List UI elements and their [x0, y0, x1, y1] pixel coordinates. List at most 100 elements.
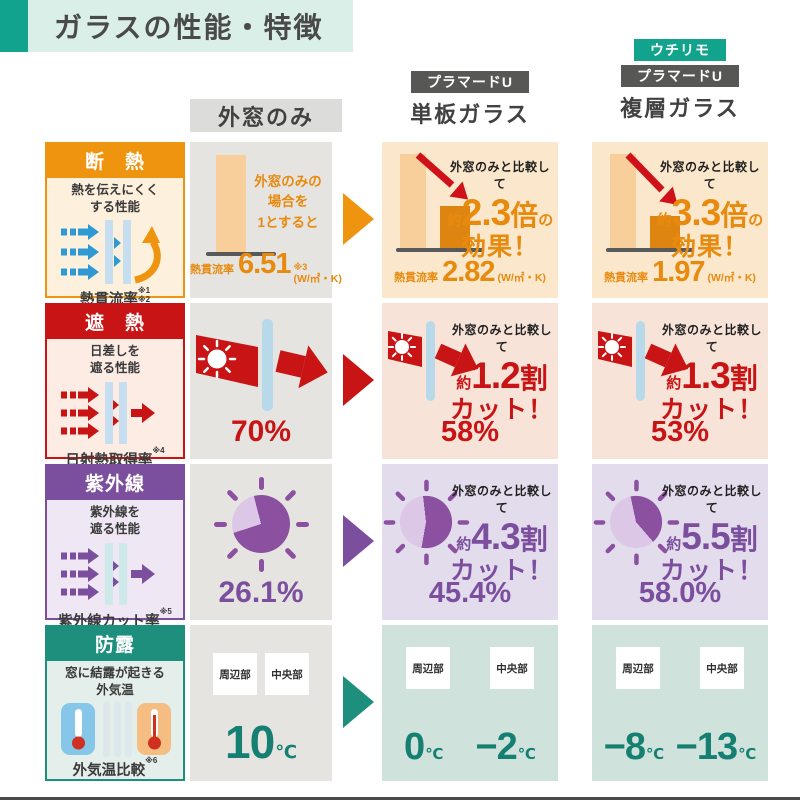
title-accent-square	[0, 0, 28, 52]
double-glass-panel-heat-shield: 外窓のみと比較して 約1.3割 カット！ 53%	[592, 303, 768, 459]
bar-chart-comparison	[396, 152, 508, 258]
uv-row-title: 紫外線	[47, 466, 183, 500]
sun-pie-icon	[591, 477, 681, 567]
column-header-single-glass: プラマードU 単板ガラス	[382, 71, 558, 129]
temperature-values: 10℃	[190, 715, 332, 769]
uv-label-card: 紫外線 紫外線を 遮る性能	[45, 464, 185, 630]
thermometer-comparison-icon	[61, 700, 171, 757]
comparison-text: 外窓のみと比較して 約3.3倍の 効果！	[656, 160, 764, 261]
decrease-arrow-icon	[625, 152, 678, 205]
flow-arrow-icon	[343, 515, 374, 567]
uv-icon	[47, 538, 183, 610]
bar-chart-baseline	[396, 248, 484, 252]
comparison-text: 外窓のみと比較して 約1.3割 カット！	[660, 323, 765, 424]
bar-chart-baseline	[606, 248, 694, 252]
uv-cut-single-value: 45.4%	[428, 577, 512, 609]
solar-gain-base-value: 70%	[230, 415, 292, 448]
heat-flow-block-icon	[61, 219, 161, 284]
double-glass-panel-insulation: 外窓のみと比較して 約3.3倍の 効果！ 熱貫流率 1.97 (W/㎡・K)	[592, 142, 768, 298]
base-panel-condensation: 周辺部 中央部 10℃	[190, 625, 332, 781]
row-heat-shield: 遮 熱 日差しを 遮る性能	[0, 303, 800, 469]
condensation-icon	[47, 699, 183, 759]
heat-shield-row-title: 遮 熱	[47, 305, 183, 339]
position-labels: 周辺部 中央部	[190, 653, 332, 695]
uchirimo-badge: ウチリモ	[634, 39, 726, 62]
footnote-mark: ※6	[145, 755, 158, 765]
bottom-divider	[0, 797, 800, 800]
bar-chart-comparison	[606, 152, 718, 258]
single-glass-panel-heat-shield: 外窓のみと比較して 約1.2割 カット！ 58%	[382, 303, 558, 459]
condensation-description: 窓に結露が起きる 外気温	[65, 666, 165, 697]
uv-cut-double-value: 58.0%	[638, 577, 722, 609]
solar-gain-single-value: 58%	[440, 416, 500, 448]
comparison-text: 外窓のみと比較して 約1.2割 カット！	[450, 323, 555, 424]
center-temperature: −13℃	[675, 726, 757, 768]
base-temperature: 10℃	[225, 716, 297, 768]
plamade-u-badge: プラマードU	[620, 65, 740, 88]
decrease-arrow-icon	[415, 152, 469, 200]
double-glass-panel-uv: 外窓のみと比較して 約5.5割 カット！ 58.0%	[592, 464, 768, 620]
comparison-text: 外窓のみと比較して 約2.3倍の 効果！	[446, 160, 554, 261]
heat-shield-description: 日差しを 遮る性能	[89, 344, 140, 375]
u-value-single: 熱貫流率 2.82 (W/㎡・K)	[394, 256, 546, 288]
position-labels: 周辺部 中央部	[382, 647, 558, 689]
flow-arrow-icon	[343, 676, 374, 728]
edge-label-chip: 周辺部	[406, 647, 450, 689]
sun-arrow-through-glass-icon	[196, 319, 328, 411]
single-glass-panel-uv: 外窓のみと比較して 約4.3割 カット！ 45.4%	[382, 464, 558, 620]
double-glass-panel-condensation: 周辺部 中央部 −8℃ −13℃	[592, 625, 768, 781]
sun-pie-icon	[381, 477, 471, 567]
page-title: ガラスの性能・特徴	[28, 0, 354, 52]
heat-shield-label-card: 遮 熱 日差しを 遮る性能	[45, 303, 185, 469]
comparison-text: 外窓のみと比較して 約4.3割 カット！	[450, 484, 555, 585]
temperature-values: −8℃ −13℃	[592, 726, 768, 769]
bar-improved	[440, 206, 470, 248]
center-temperature: −2℃	[475, 726, 536, 768]
uv-description: 紫外線を 遮る性能	[89, 505, 140, 536]
insulation-description: 熱を伝えにくく する性能	[71, 183, 159, 214]
footnote-mark: ※5	[159, 606, 172, 616]
bar-base	[610, 154, 636, 248]
bar-base	[400, 154, 426, 248]
comparison-text: 外窓のみと比較して 約5.5割 カット！	[660, 484, 765, 585]
sun-pie-icon	[211, 474, 311, 574]
position-labels: 周辺部 中央部	[592, 647, 768, 689]
condensation-row-title: 防露	[47, 627, 183, 661]
base-panel-uv: 26.1%	[190, 464, 332, 620]
plamade-u-badge: プラマードU	[410, 71, 530, 94]
single-glass-panel-insulation: 外窓のみと比較して 約2.3倍の 効果！ 熱貫流率 2.82 (W/㎡・K)	[382, 142, 558, 298]
solar-gain-double-value: 53%	[650, 416, 710, 448]
uv-cut-base-value: 26.1%	[218, 576, 304, 609]
single-glass-name: 単板ガラス	[410, 102, 530, 128]
temperature-values: 0℃ −2℃	[382, 726, 558, 769]
sun-ray-block-icon	[61, 381, 155, 444]
base-panel-insulation: 外窓のみの 場合を 1とすると 熱貫流率 6.51 ※3 (W/㎡・K)	[190, 142, 342, 298]
row-uv: 紫外線 紫外線を 遮る性能	[0, 464, 800, 630]
insulation-icon	[47, 216, 183, 288]
base-panel-heat-shield: 70%	[190, 303, 332, 459]
heat-shield-icon	[47, 377, 183, 449]
condensation-label-card: 防露 窓に結露が起きる 外気温	[45, 625, 185, 781]
condensation-metric-label: 外気温比較 ※6	[72, 755, 158, 779]
flow-arrow-icon	[343, 354, 374, 406]
u-value-base: 熱貫流率 6.51 ※3 (W/㎡・K)	[190, 247, 342, 285]
row-insulation: 断 熱 熱を伝えにくく する性能	[0, 142, 800, 308]
sun-arrow-through-glass-icon	[388, 321, 479, 401]
footnote-mark: ※4	[152, 445, 165, 455]
center-label-chip: 中央部	[265, 653, 309, 695]
insulation-row-title: 断 熱	[47, 144, 183, 178]
single-glass-panel-condensation: 周辺部 中央部 0℃ −2℃	[382, 625, 558, 781]
page-title-row: ガラスの性能・特徴	[0, 0, 354, 52]
edge-label-chip: 周辺部	[616, 647, 660, 689]
bar-chart-base-bar	[216, 155, 246, 252]
u-value-double: 熱貫流率 1.97 (W/㎡・K)	[604, 256, 756, 288]
row-condensation: 防露 窓に結露が起きる 外気温	[0, 625, 800, 781]
bar-improved	[650, 216, 680, 248]
sun-arrow-through-glass-icon	[598, 321, 689, 401]
bar-chart-baseline	[206, 252, 276, 256]
edge-label-chip: 周辺部	[213, 653, 257, 695]
center-label-chip: 中央部	[490, 647, 534, 689]
double-glass-name: 複層ガラス	[620, 96, 740, 122]
edge-temperature: 0℃	[404, 726, 444, 768]
